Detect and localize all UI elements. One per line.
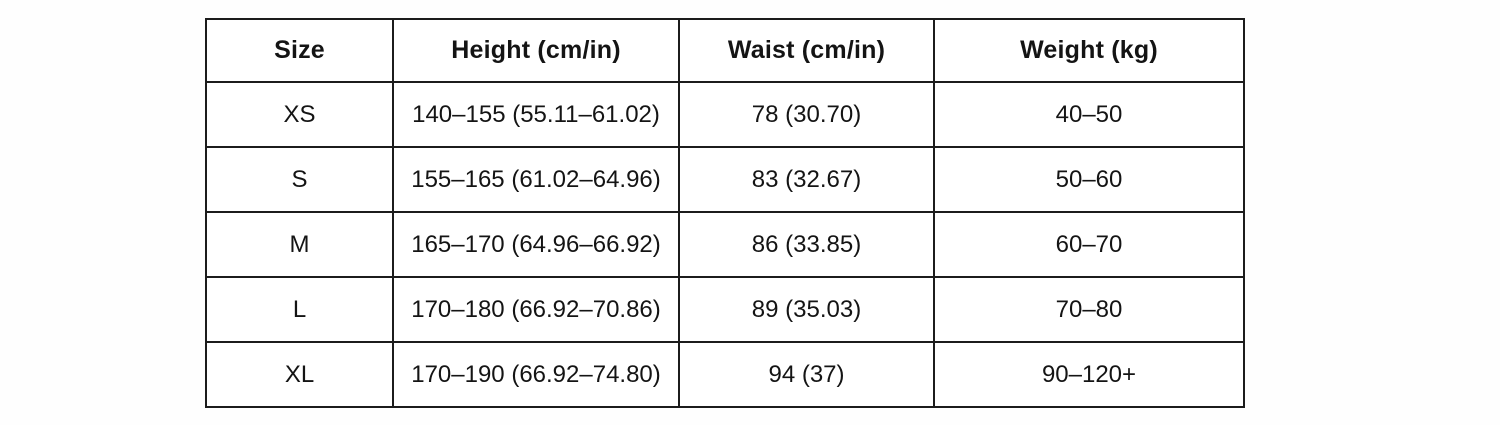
weight-cell: 50–60	[933, 146, 1245, 213]
size-cell: XL	[205, 341, 394, 408]
height-cell: 165–170 (64.96–66.92)	[392, 211, 680, 278]
waist-cell: 78 (30.70)	[678, 81, 935, 148]
column-header-height: Height (cm/in)	[392, 18, 680, 83]
size-cell: S	[205, 146, 394, 213]
column-header-waist: Waist (cm/in)	[678, 18, 935, 83]
size-chart-table: Size Height (cm/in) Waist (cm/in) Weight…	[205, 18, 1245, 408]
waist-cell: 94 (37)	[678, 341, 935, 408]
size-chart-body: XS 140–155 (55.11–61.02) 78 (30.70) 40–5…	[205, 81, 1245, 408]
waist-cell: 83 (32.67)	[678, 146, 935, 213]
size-cell: L	[205, 276, 394, 343]
size-cell: XS	[205, 81, 394, 148]
table-row-m: M 165–170 (64.96–66.92) 86 (33.85) 60–70	[205, 211, 1245, 278]
table-row-xs: XS 140–155 (55.11–61.02) 78 (30.70) 40–5…	[205, 81, 1245, 148]
weight-cell: 90–120+	[933, 341, 1245, 408]
size-chart-header: Size Height (cm/in) Waist (cm/in) Weight…	[205, 18, 1245, 83]
table-row-xl: XL 170–190 (66.92–74.80) 94 (37) 90–120+	[205, 341, 1245, 408]
table-row-s: S 155–165 (61.02–64.96) 83 (32.67) 50–60	[205, 146, 1245, 213]
height-cell: 170–180 (66.92–70.86)	[392, 276, 680, 343]
column-header-size: Size	[205, 18, 394, 83]
waist-cell: 86 (33.85)	[678, 211, 935, 278]
height-cell: 170–190 (66.92–74.80)	[392, 341, 680, 408]
weight-cell: 40–50	[933, 81, 1245, 148]
table-row-l: L 170–180 (66.92–70.86) 89 (35.03) 70–80	[205, 276, 1245, 343]
size-cell: M	[205, 211, 394, 278]
header-row: Size Height (cm/in) Waist (cm/in) Weight…	[205, 18, 1245, 83]
weight-cell: 60–70	[933, 211, 1245, 278]
height-cell: 155–165 (61.02–64.96)	[392, 146, 680, 213]
weight-cell: 70–80	[933, 276, 1245, 343]
height-cell: 140–155 (55.11–61.02)	[392, 81, 680, 148]
waist-cell: 89 (35.03)	[678, 276, 935, 343]
column-header-weight: Weight (kg)	[933, 18, 1245, 83]
